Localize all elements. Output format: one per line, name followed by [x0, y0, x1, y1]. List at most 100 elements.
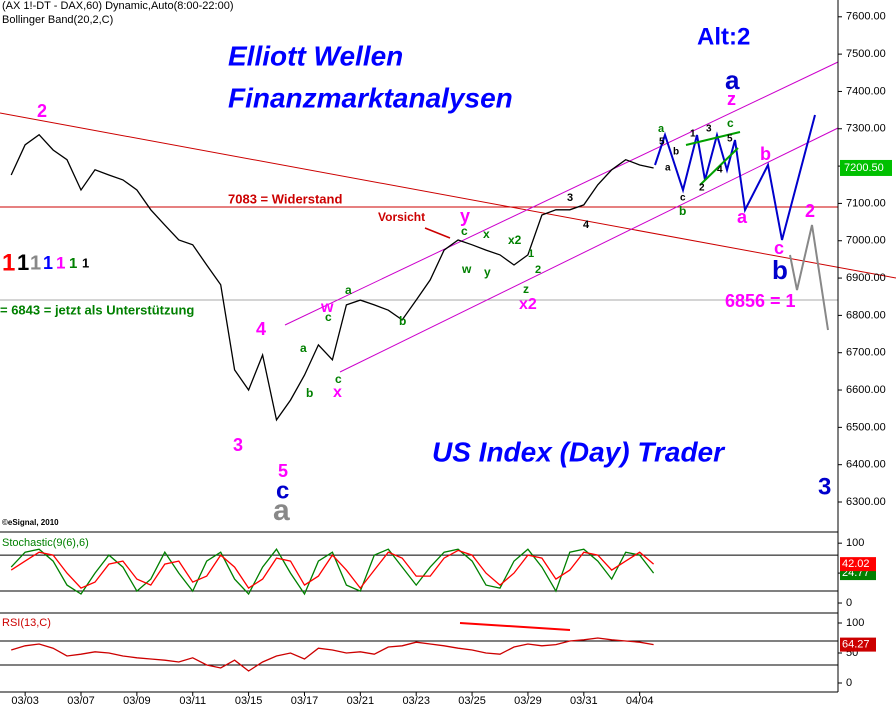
series-line	[11, 637, 654, 672]
annotation: 1	[17, 250, 29, 275]
annotation: = 6843 = jetzt als Unterstützung	[0, 302, 194, 317]
alt-forecast-path	[789, 224, 829, 331]
annotation: c	[335, 372, 342, 386]
divergence-line	[459, 622, 571, 631]
chart-title: (AX 1!-DT - DAX,60) Dynamic,Auto(8:00-22…	[2, 0, 234, 12]
value-label: 64.27	[842, 639, 870, 651]
annotation: 3	[818, 473, 831, 500]
annotation: 2	[805, 201, 815, 221]
last-price: 7200.50	[844, 162, 884, 174]
annotation: b	[399, 314, 406, 328]
annotation: Alt:2	[697, 23, 750, 50]
annotation: 4	[583, 219, 590, 231]
y-tick-label: 100	[846, 537, 864, 549]
annotation: 1	[528, 248, 534, 260]
annotation: b	[306, 386, 313, 400]
annotation: 7083 = Widerstand	[228, 191, 342, 206]
annotation: c	[727, 116, 734, 130]
annotation: c	[680, 193, 686, 204]
annotation: c	[774, 238, 784, 258]
annotation: 1	[69, 255, 77, 272]
annotation: 1	[2, 249, 15, 276]
annotation: x	[333, 384, 342, 401]
channel-line	[284, 61, 839, 326]
annotation: c	[325, 310, 332, 324]
annotation: 2	[535, 264, 541, 276]
annotation: a	[300, 341, 307, 355]
y-tick-label: 7000.00	[846, 235, 886, 247]
triangle-line	[699, 147, 739, 186]
x-tick-label: 03/31	[570, 695, 598, 707]
triangle-line	[685, 131, 741, 146]
y-tick-label: 7100.00	[846, 197, 886, 209]
annotation: 3	[233, 435, 243, 455]
panel-title: RSI(13,C)	[2, 617, 51, 629]
y-tick-label: 6400.00	[846, 459, 886, 471]
x-tick-label: 03/03	[11, 695, 39, 707]
annotation: z	[523, 282, 529, 296]
panel-title: Stochastic(9(6),6)	[2, 537, 89, 549]
channel-line	[339, 127, 839, 373]
annotation: 5	[727, 134, 733, 145]
annotation: a	[345, 283, 352, 297]
series-line	[10, 549, 655, 590]
annotation: Vorsicht	[378, 210, 425, 224]
annotation: 1	[30, 252, 41, 274]
annotation: a	[658, 123, 665, 135]
annotation: c	[276, 477, 289, 504]
y-tick-label: 7600.00	[846, 11, 886, 23]
chart-subtitle: Bollinger Band(20,2,C)	[2, 14, 113, 26]
annotation: a	[665, 163, 671, 174]
annotation: Finanzmarktanalysen	[228, 82, 513, 113]
annotation: 4	[256, 319, 266, 339]
annotation: US Index (Day) Trader	[432, 436, 726, 467]
x-tick-label: 03/09	[123, 695, 151, 707]
value-label-box	[840, 637, 876, 652]
annotation: w	[461, 262, 472, 276]
annotation: 1	[82, 255, 89, 270]
annotation: a	[725, 65, 740, 95]
annotation: b	[772, 255, 788, 285]
y-tick-label: 7300.00	[846, 123, 886, 135]
y-tick-label: 6600.00	[846, 384, 886, 396]
annotation: b	[679, 204, 686, 218]
annotation: 1	[56, 253, 65, 272]
y-tick-label: 0	[846, 677, 852, 689]
series-line	[10, 548, 655, 596]
arrow	[424, 227, 451, 239]
y-tick-label: 6900.00	[846, 272, 886, 284]
annotation: a	[737, 207, 748, 227]
series-line	[10, 133, 654, 422]
annotation: y	[484, 265, 491, 279]
value-label: 42.02	[842, 558, 870, 570]
y-tick-label: 6500.00	[846, 421, 886, 433]
last-price-box	[840, 159, 892, 176]
x-tick-label: 03/17	[291, 695, 319, 707]
annotation: y	[460, 206, 470, 226]
annotation: ©eSignal, 2010	[2, 518, 59, 527]
annotation: 3	[567, 192, 573, 204]
annotation: 5	[659, 137, 665, 148]
annotation: b	[760, 144, 771, 164]
annotation: 2	[699, 183, 705, 194]
annotation: b	[673, 147, 679, 158]
annotation: 2	[37, 101, 47, 121]
y-tick-label: 7400.00	[846, 85, 886, 97]
annotation: x2	[519, 296, 537, 313]
x-tick-label: 03/23	[402, 695, 430, 707]
y-tick-label: 6700.00	[846, 347, 886, 359]
x-tick-label: 03/29	[514, 695, 542, 707]
y-tick-label: 6300.00	[846, 496, 886, 508]
annotation: w	[320, 299, 334, 316]
y-tick-label: 7500.00	[846, 48, 886, 60]
forecast-path	[654, 114, 816, 241]
annotation: x	[483, 227, 490, 241]
x-tick-label: 03/21	[347, 695, 375, 707]
annotation: 5	[278, 461, 288, 481]
annotation: 1	[43, 253, 53, 273]
trend-line	[0, 112, 896, 279]
annotation: z	[727, 89, 736, 109]
annotation: a	[273, 494, 290, 527]
